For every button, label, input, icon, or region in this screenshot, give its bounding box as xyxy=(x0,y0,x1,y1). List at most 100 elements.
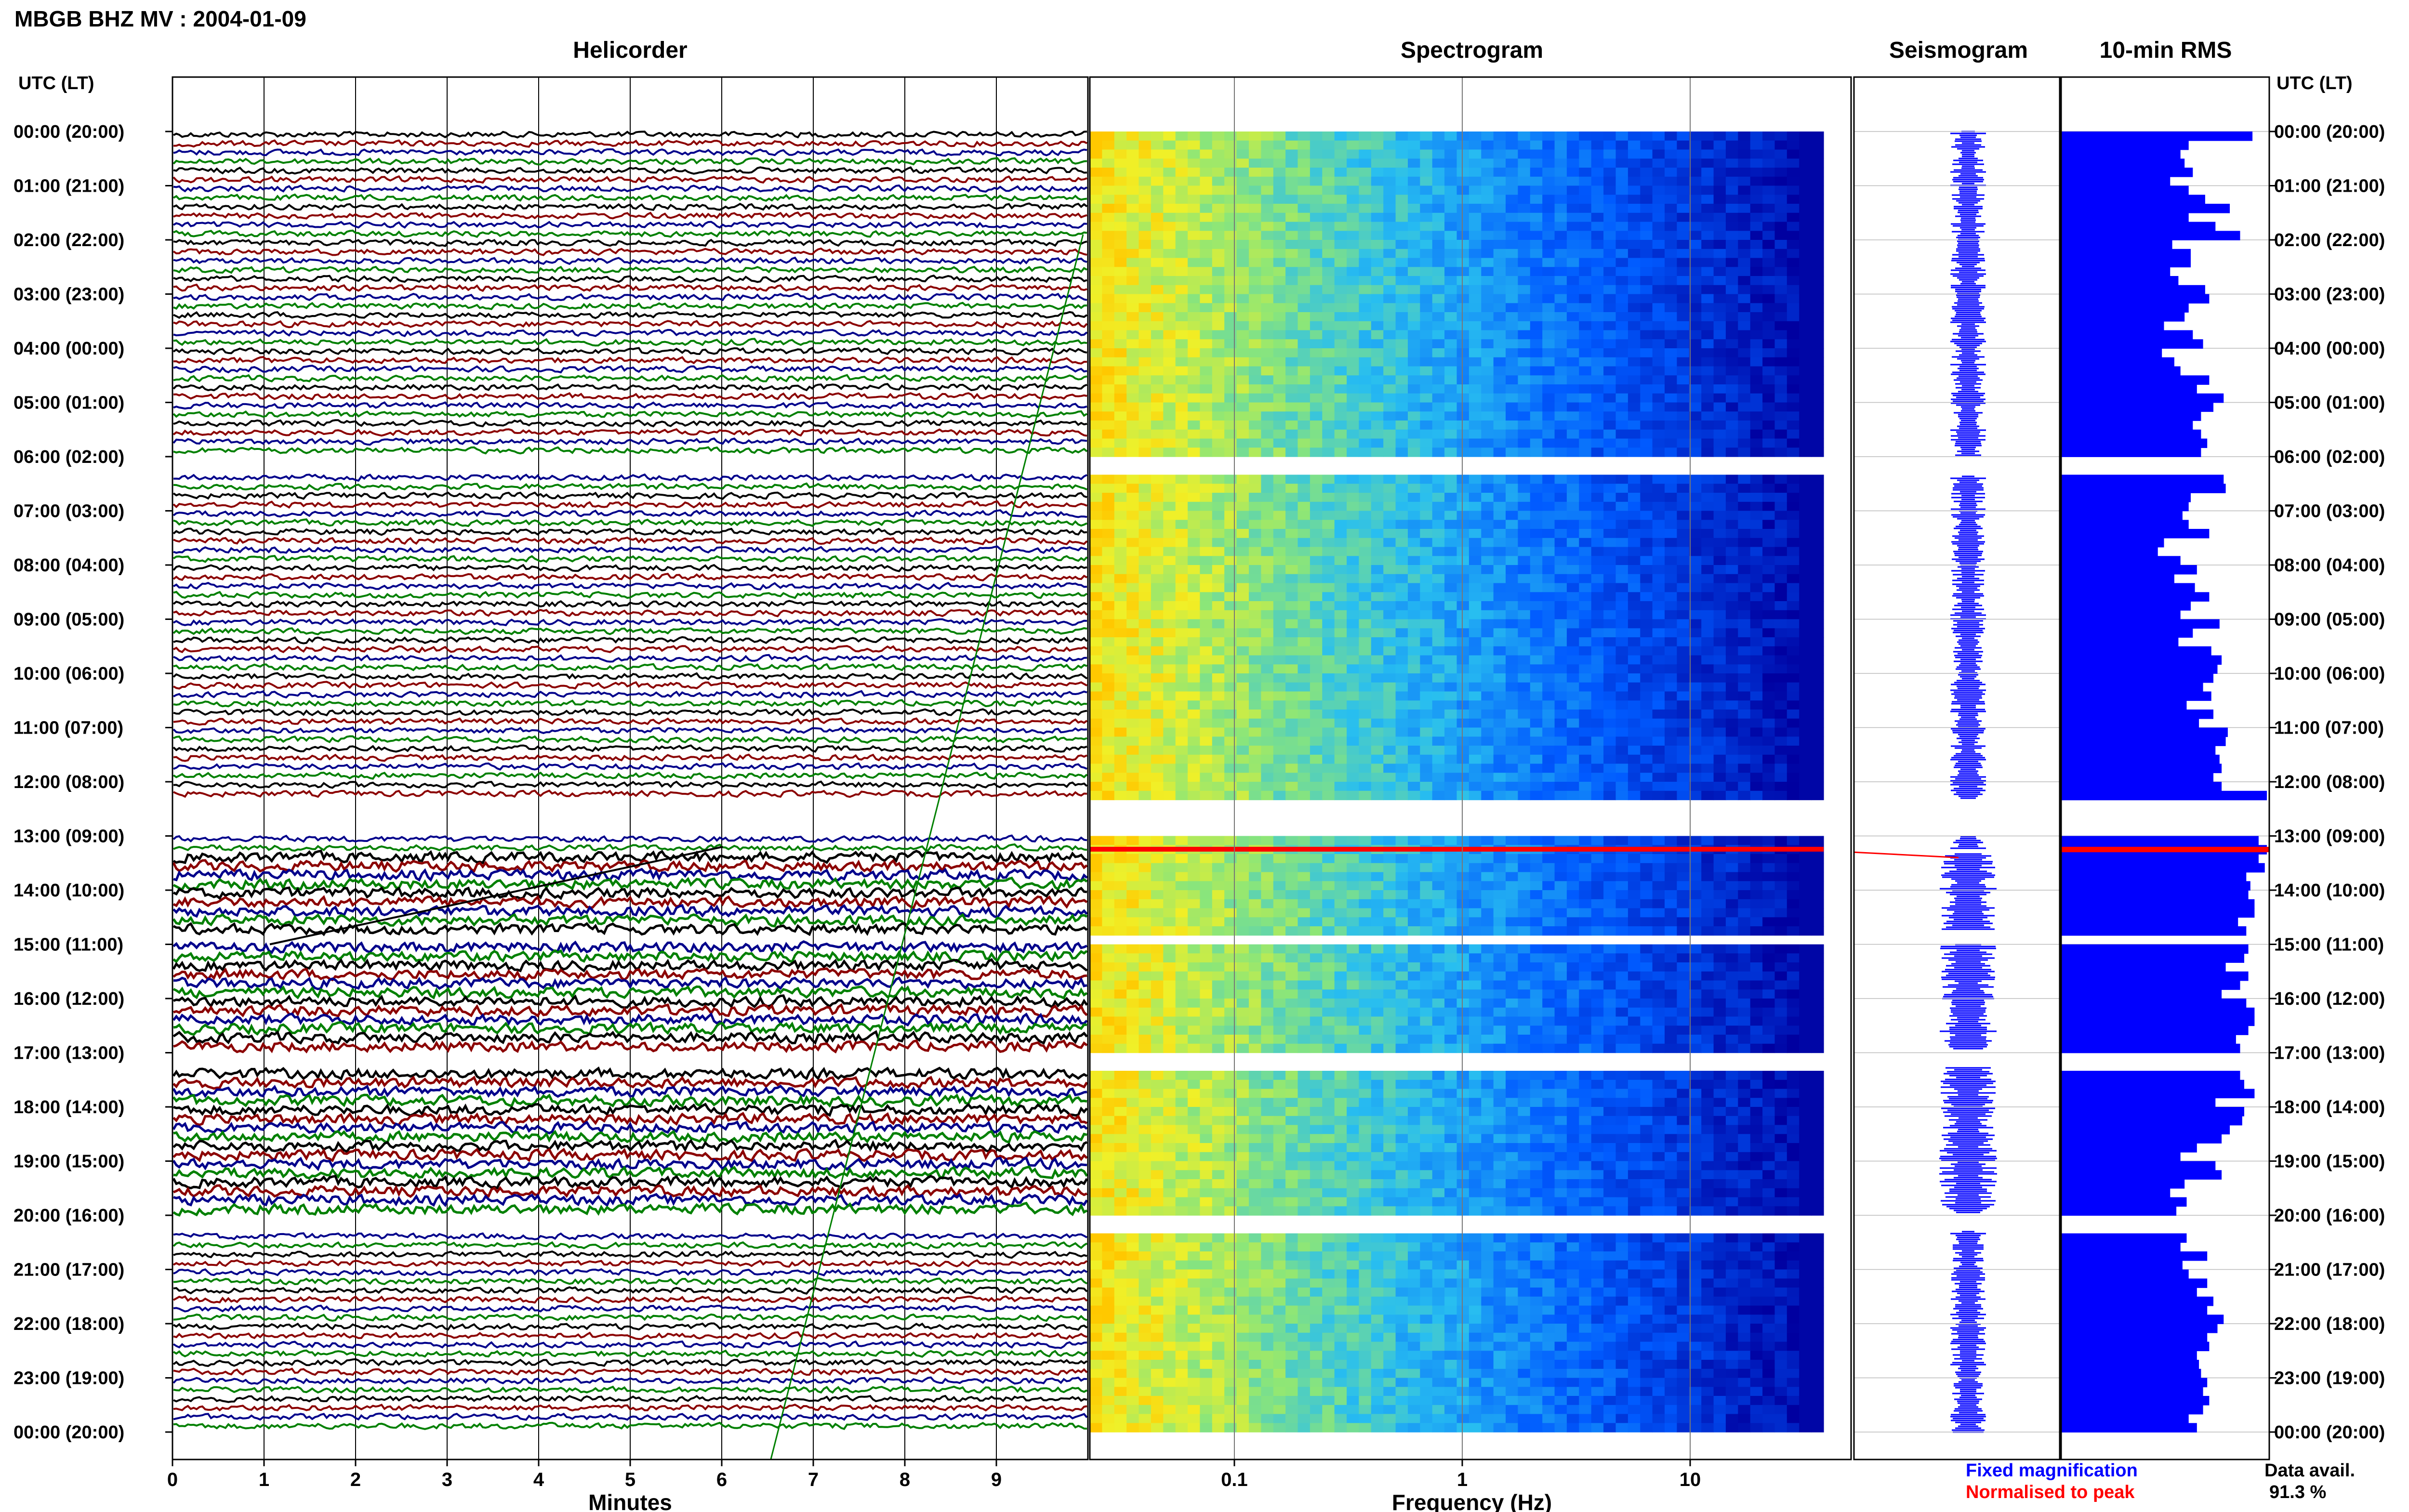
spectrogram-cell xyxy=(1628,258,1641,267)
spectrogram-cell xyxy=(1689,384,1702,394)
spectrogram-cell xyxy=(1725,411,1738,421)
spectrogram-cell xyxy=(1347,501,1360,512)
spectrogram-cell xyxy=(1738,493,1751,502)
spectrogram-cell xyxy=(1151,718,1164,728)
spectrogram-cell xyxy=(1787,339,1800,349)
spectrogram-cell xyxy=(1665,493,1677,502)
spectrogram-cell xyxy=(1371,637,1384,647)
helicorder-trace xyxy=(172,410,1088,419)
spectrogram-cell xyxy=(1762,312,1775,322)
spectrogram-cell xyxy=(1114,782,1127,791)
spectrogram-cell xyxy=(1102,592,1115,602)
spectrogram-cell xyxy=(1640,158,1653,168)
spectrogram-cell xyxy=(1603,872,1616,881)
spectrogram-cell xyxy=(1236,890,1249,900)
spectrogram-cell xyxy=(1383,484,1396,493)
spectrogram-cell xyxy=(1591,484,1604,493)
spectrogram-cell xyxy=(1750,176,1763,186)
spectrogram-cell xyxy=(1138,484,1152,493)
spectrogram-cell xyxy=(1236,393,1249,403)
spectrogram-cell xyxy=(1432,863,1445,873)
spectrogram-cell xyxy=(1762,421,1775,430)
spectrogram-cell xyxy=(1518,899,1531,909)
spectrogram-cell xyxy=(1151,447,1164,457)
spectrogram-cell xyxy=(1713,529,1726,539)
spectrogram-cell xyxy=(1188,411,1201,421)
spectrogram-cell xyxy=(1542,637,1555,647)
spectrogram-cell xyxy=(1383,773,1396,782)
spectrogram-cell xyxy=(1163,168,1176,177)
spectrogram-cell xyxy=(1481,149,1494,159)
spectrogram-cell xyxy=(1359,619,1372,629)
spectrogram-cell xyxy=(1297,619,1310,629)
spectrogram-cell xyxy=(1689,222,1702,231)
spectrogram-cell xyxy=(1322,240,1335,250)
spectrogram-cell xyxy=(1224,149,1237,159)
helicorder-trace xyxy=(173,1404,1087,1412)
spectrogram-cell xyxy=(1738,421,1751,430)
spectrogram-cell xyxy=(1297,168,1310,177)
spectrogram-cell xyxy=(1200,384,1213,394)
spectrogram-cell xyxy=(1322,899,1335,909)
spectrogram-cell xyxy=(1665,682,1677,692)
spectrogram-cell xyxy=(1432,474,1445,484)
spectrogram-cell xyxy=(1175,411,1188,421)
spectrogram-cell xyxy=(1542,610,1555,620)
spectrogram-cell xyxy=(1615,872,1628,881)
spectrogram-cell xyxy=(1322,222,1335,231)
spectrogram-cell xyxy=(1151,321,1164,331)
spectrogram-cell xyxy=(1261,393,1274,403)
spectrogram-cell xyxy=(1114,872,1127,881)
spectrogram-cell xyxy=(1518,339,1531,349)
spectrogram-cell xyxy=(1163,158,1176,168)
spectrogram-cell xyxy=(1297,222,1310,231)
helicorder-trace xyxy=(172,1147,1088,1162)
spectrogram-cell xyxy=(1774,790,1787,801)
spectrogram-cell xyxy=(1236,727,1249,737)
spectrogram-cell xyxy=(1762,619,1775,629)
spectrogram-cell xyxy=(1285,710,1298,719)
spectrogram-cell xyxy=(1310,176,1323,186)
spectrogram-cell xyxy=(1774,619,1787,629)
spectrogram-cell xyxy=(1689,854,1702,864)
spectrogram-cell xyxy=(1665,556,1677,565)
spectrogram-cell xyxy=(1114,592,1127,602)
helicorder-trace xyxy=(173,1103,1088,1117)
spectrogram-cell xyxy=(1750,782,1763,791)
spectrogram-cell xyxy=(1310,375,1323,385)
spectrogram-cell xyxy=(1652,402,1665,412)
spectrogram-cell xyxy=(1652,276,1665,286)
spectrogram-cell xyxy=(1481,303,1494,313)
spectrogram-cell xyxy=(1090,393,1102,403)
spectrogram-cell xyxy=(1151,727,1164,737)
spectrogram-cell xyxy=(1799,276,1812,286)
spectrogram-cell xyxy=(1456,204,1469,213)
spectrogram-cell xyxy=(1126,538,1139,548)
spectrogram-cell xyxy=(1762,501,1775,512)
spectrogram-cell xyxy=(1090,727,1102,737)
spectrogram-cell xyxy=(1518,908,1531,918)
spectrogram-cell xyxy=(1188,565,1201,575)
spectrogram-cell xyxy=(1811,366,1824,376)
spectrogram-cell xyxy=(1236,447,1249,457)
spectrogram-cell xyxy=(1603,746,1616,755)
spectrogram-cell xyxy=(1579,393,1592,403)
spectrogram-cell xyxy=(1151,375,1164,385)
spectrogram-cell xyxy=(1175,375,1188,385)
spectrogram-cell xyxy=(1297,682,1310,692)
spectrogram-cell xyxy=(1530,447,1543,457)
spectrogram-cell xyxy=(1334,718,1347,728)
spectrogram-cell xyxy=(1481,421,1494,430)
spectrogram-cell xyxy=(1774,700,1787,710)
spectrogram-cell xyxy=(1640,321,1653,331)
spectrogram-cell xyxy=(1090,276,1102,286)
spectrogram-cell xyxy=(1652,438,1665,448)
spectrogram-cell xyxy=(1212,212,1225,223)
spectrogram-cell xyxy=(1395,529,1408,539)
spectrogram-cell xyxy=(1518,330,1531,340)
spectrogram-cell xyxy=(1603,790,1616,801)
spectrogram-cell xyxy=(1738,212,1751,223)
spectrogram-cell xyxy=(1102,872,1115,881)
spectrogram-cell xyxy=(1114,556,1127,565)
spectrogram-cell xyxy=(1322,339,1335,349)
